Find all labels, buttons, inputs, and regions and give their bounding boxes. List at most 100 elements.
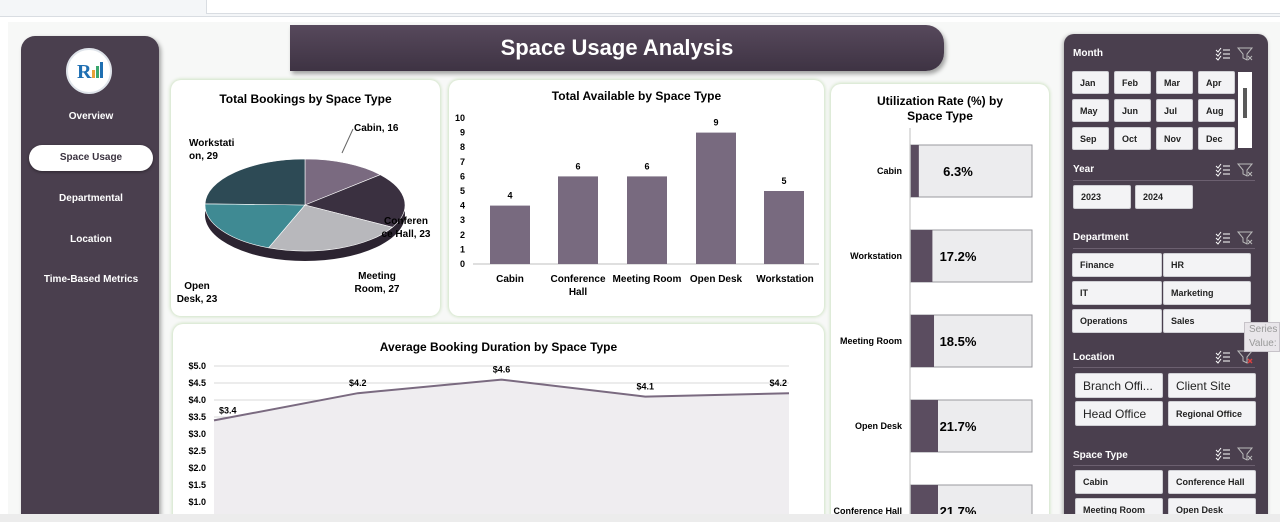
- multi-select-icon[interactable]: [1215, 47, 1230, 61]
- month-chip-feb[interactable]: Feb: [1114, 71, 1151, 94]
- pie-slice-conference-hall[interactable]: [304, 174, 406, 228]
- month-chip-may[interactable]: May: [1072, 99, 1109, 122]
- util-data-label: 21.7%: [940, 419, 977, 434]
- scrollbar-thumb[interactable]: [1243, 88, 1247, 118]
- logo-icon: R: [66, 48, 112, 94]
- month-chip-nov[interactable]: Nov: [1156, 127, 1193, 150]
- month-chip-sep[interactable]: Sep: [1072, 127, 1109, 150]
- pie-label-conference-hall: Conferen ce Hall, 23: [381, 216, 431, 240]
- filter-panel: Month Jan Feb Mar Apr May Jun Jul Aug Sep Oct Nov D…: [1064, 34, 1268, 522]
- space-chip-conference-hall[interactable]: Conference Hall: [1168, 470, 1256, 494]
- utilization-chart-card[interactable]: Utilization Rate (%) by Space Type Cabin…: [831, 84, 1049, 522]
- bar-cat-open-desk: Open Desk: [689, 274, 743, 285]
- dept-chip-sales[interactable]: Sales: [1163, 309, 1251, 333]
- pie-slice-workstation[interactable]: [204, 158, 306, 206]
- sidebar-nav: R Overview Space Usage Departmental Loca…: [21, 36, 159, 522]
- dept-chip-finance[interactable]: Finance: [1072, 253, 1162, 277]
- month-chip-jul[interactable]: Jul: [1156, 99, 1193, 122]
- pie-label-workstation: Workstati on, 29: [189, 138, 235, 162]
- nav-departmental[interactable]: Departmental: [59, 193, 123, 204]
- month-chip-dec[interactable]: Dec: [1198, 127, 1235, 150]
- util-bar-meeting-room[interactable]: [911, 315, 935, 367]
- year-chip-2023[interactable]: 2023: [1073, 185, 1131, 209]
- util-category-label: Workstation: [850, 251, 902, 261]
- pie-label-meeting-room: Meeting Room, 27: [354, 271, 400, 295]
- area-ytick: $4.5: [188, 378, 206, 388]
- dept-chip-marketing[interactable]: Marketing: [1163, 281, 1251, 305]
- multi-select-icon[interactable]: [1215, 350, 1230, 364]
- loc-chip-head-office[interactable]: Head Office: [1075, 401, 1163, 426]
- loc-chip-client-site[interactable]: Client Site: [1168, 373, 1256, 398]
- util-bar-open-desk[interactable]: [911, 400, 938, 452]
- nav-location[interactable]: Location: [70, 234, 112, 245]
- bookings-chart-card[interactable]: Total Bookings by Space Type Cabin, 16 W…: [171, 80, 440, 316]
- area-line[interactable]: [213, 378, 790, 422]
- bar-cat-workstation: Workstation: [756, 274, 814, 285]
- month-chip-jun[interactable]: Jun: [1114, 99, 1151, 122]
- bar-cabin[interactable]: [490, 205, 530, 264]
- duration-chart-card[interactable]: Average Booking Duration by Space Type $…: [173, 324, 824, 522]
- bar-ytick: 4: [460, 201, 465, 211]
- utilization-chart-title: Utilization Rate (%) by Space Type: [876, 94, 1003, 123]
- pie-slice-cabin[interactable]: [304, 158, 381, 206]
- bar-ytick: 9: [460, 128, 465, 138]
- department-divider: [1073, 248, 1255, 249]
- available-chart-card[interactable]: Total Available by Space Type 0 1 2 3 4 5 6 7 8 9…: [449, 80, 824, 316]
- bar-meeting-room[interactable]: [627, 176, 667, 264]
- pie-slice-open-desk[interactable]: [204, 203, 306, 249]
- clear-filter-icon[interactable]: [1236, 47, 1254, 61]
- month-slicer-scrollbar[interactable]: [1238, 72, 1252, 148]
- multi-select-icon[interactable]: [1215, 447, 1230, 461]
- space-type-divider: [1073, 465, 1255, 466]
- month-slicer-icons: [1214, 47, 1254, 61]
- multi-select-icon[interactable]: [1215, 231, 1230, 245]
- dept-chip-operations[interactable]: Operations: [1072, 309, 1162, 333]
- nav-time-based-metrics[interactable]: Time-Based Metrics: [43, 274, 139, 285]
- sheet-tab-strip: [0, 514, 1280, 522]
- year-chip-2024[interactable]: 2024: [1135, 185, 1193, 209]
- bar-ytick: 1: [460, 244, 465, 254]
- space-type-slicer-icons: [1214, 447, 1254, 461]
- util-category-label: Conference Hall: [833, 506, 902, 516]
- bar-ytick: 8: [460, 142, 465, 152]
- clear-filter-icon[interactable]: [1236, 447, 1254, 461]
- area-ytick: $3.0: [188, 429, 206, 439]
- multi-select-icon[interactable]: [1215, 163, 1230, 177]
- dept-chip-hr[interactable]: HR: [1163, 253, 1251, 277]
- space-chip-cabin[interactable]: Cabin: [1075, 470, 1163, 494]
- loc-chip-regional-office[interactable]: Regional Office: [1168, 401, 1256, 426]
- pie-label-open-desk: Open Desk, 23: [176, 281, 218, 305]
- page-title-bar: Space Usage Analysis: [290, 25, 944, 71]
- pie-slice-meeting-room[interactable]: [268, 204, 394, 252]
- bar-data-label: 9: [713, 118, 718, 128]
- month-chip-aug[interactable]: Aug: [1198, 99, 1235, 122]
- bar-data-label: 6: [644, 161, 649, 171]
- nav-space-usage[interactable]: Space Usage: [29, 145, 153, 171]
- area-data-label: $4.1: [636, 382, 654, 392]
- bar-workstation[interactable]: [764, 191, 804, 264]
- month-chip-apr[interactable]: Apr: [1198, 71, 1235, 94]
- clear-filter-icon[interactable]: [1236, 163, 1254, 177]
- area-ytick: $1.5: [188, 480, 206, 490]
- location-divider: [1073, 367, 1255, 368]
- month-chip-jan[interactable]: Jan: [1072, 71, 1109, 94]
- dept-chip-it[interactable]: IT: [1072, 281, 1162, 305]
- duration-chart-title: Average Booking Duration by Space Type: [379, 340, 618, 354]
- area-data-label: $4.2: [769, 378, 787, 388]
- available-chart-title: Total Available by Space Type: [551, 89, 722, 103]
- loc-chip-branch-offi-[interactable]: Branch Offi...: [1075, 373, 1163, 398]
- formula-input[interactable]: [206, 0, 1280, 14]
- clear-filter-icon[interactable]: [1236, 231, 1254, 245]
- util-data-label: 17.2%: [940, 249, 977, 264]
- util-bar-cabin[interactable]: [911, 145, 919, 197]
- bar-open-desk[interactable]: [696, 132, 736, 264]
- nav-overview[interactable]: Overview: [68, 111, 114, 122]
- year-slicer-title: Year: [1073, 164, 1095, 175]
- pie-label-cabin: Cabin, 16: [354, 123, 399, 134]
- month-chip-mar[interactable]: Mar: [1156, 71, 1193, 94]
- month-chip-oct[interactable]: Oct: [1114, 127, 1151, 150]
- bar-conference-hall[interactable]: [558, 176, 598, 264]
- area-ytick: $3.5: [188, 412, 206, 422]
- util-bar-workstation[interactable]: [911, 230, 933, 282]
- clear-filter-icon[interactable]: [1236, 350, 1254, 364]
